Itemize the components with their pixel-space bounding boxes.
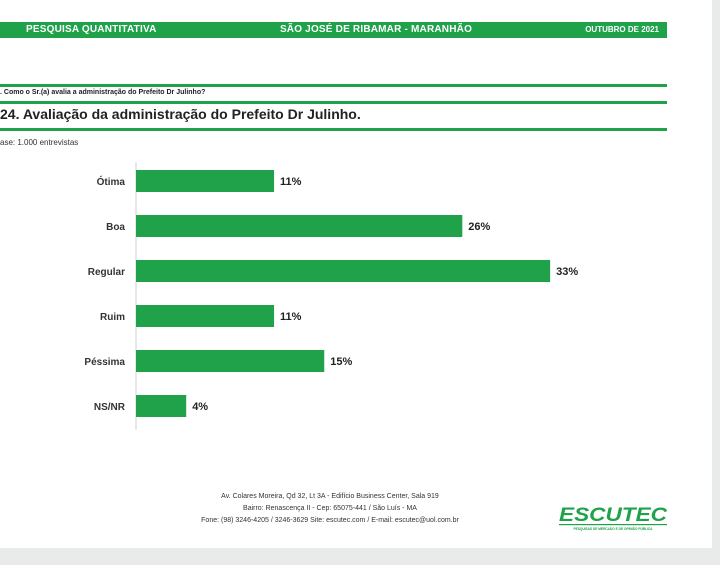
category-label: NS/NR: [94, 402, 126, 413]
svg-text:ESCUTEC: ESCUTEC: [559, 505, 667, 526]
header-location: SÃO JOSÉ DE RIBAMAR - MARANHÃO: [279, 24, 473, 35]
data-label: 11%: [280, 176, 302, 188]
report-page: PESQUISA QUANTITATIVA SÃO JOSÉ DE RIBAMA…: [0, 0, 712, 548]
divider-top: [0, 84, 667, 87]
category-label: Boa: [106, 222, 125, 233]
bar: [136, 260, 551, 282]
header-bar: PESQUISA QUANTITATIVA SÃO JOSÉ DE RIBAMA…: [0, 22, 667, 38]
data-label: 33%: [556, 266, 578, 278]
footer-phone-site: Fone: (98) 3246-4205 / 3246-3629 Site: e…: [201, 517, 459, 524]
category-label: Regular: [88, 267, 125, 278]
data-label: 11%: [280, 311, 302, 323]
bar-chart: Ótima 11% Boa 26% Regular 33% Ruim 11% Péssima 15…: [84, 162, 578, 430]
data-label: 26%: [468, 221, 490, 233]
chart-title: 24. Avaliação da administração do Prefei…: [0, 106, 361, 122]
bar: [136, 395, 187, 417]
footer-address: Av. Colares Moreira, Qd 32, Lt 3A - Edif…: [221, 493, 439, 500]
data-label: 15%: [330, 356, 352, 368]
bar: [136, 170, 275, 192]
footer-neighborhood: Bairro: Renascença II - Cep: 65075-441 /…: [243, 505, 417, 512]
header-date: OUTUBRO DE 2021: [585, 25, 659, 34]
category-label: Péssima: [84, 357, 125, 368]
header-survey-type: PESQUISA QUANTITATIVA: [26, 24, 157, 35]
svg-text:PESQUISAS DE MERCADO E DE OPIN: PESQUISAS DE MERCADO E DE OPINIÃO PÚBLIC…: [574, 526, 654, 531]
sample-base: ase: 1.000 entrevistas: [0, 138, 79, 147]
footer-contact: Av. Colares Moreira, Qd 32, Lt 3A - Edif…: [150, 491, 510, 527]
bar: [136, 305, 275, 327]
divider-title-top: [0, 101, 667, 104]
category-label: Ótima: [97, 175, 126, 188]
category-label: Ruim: [100, 312, 125, 323]
question-text: . Como o Sr.(a) avalia a administração d…: [0, 89, 206, 96]
bar: [136, 215, 463, 237]
divider-title-bottom: [0, 128, 667, 131]
data-label: 4%: [192, 401, 208, 413]
escutec-logo: ESCUTEC PESQUISAS DE MERCADO E DE OPINIÃ…: [559, 505, 667, 531]
bar: [136, 350, 325, 372]
